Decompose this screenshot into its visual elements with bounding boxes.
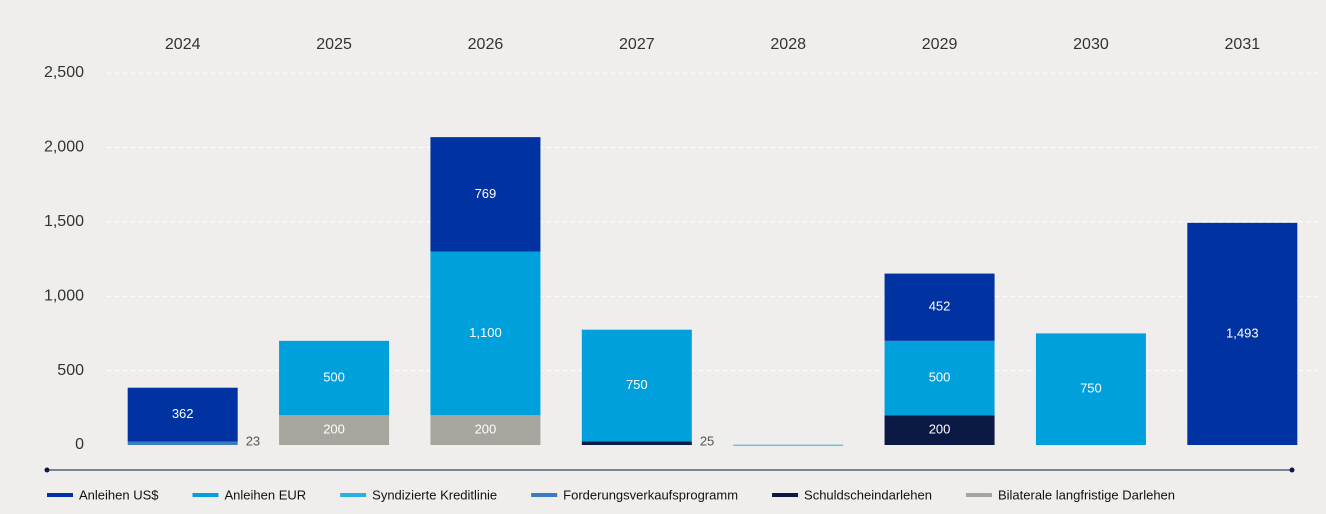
x-tick-label: 2031 <box>1225 36 1261 53</box>
bar-segment <box>127 441 238 445</box>
bar-segment <box>581 329 692 442</box>
bar-segment <box>1035 333 1146 445</box>
legend-label: Syndizierte Kreditlinie <box>372 487 497 502</box>
legend-label: Anleihen US$ <box>79 487 159 502</box>
bar-segment <box>884 273 995 341</box>
legend-swatch <box>340 493 367 497</box>
value-label: 200 <box>323 422 345 437</box>
value-label: 500 <box>323 369 345 384</box>
y-tick-label: 1,000 <box>44 287 84 304</box>
value-label: 769 <box>475 186 497 201</box>
legend-swatch <box>531 493 558 497</box>
value-label: 750 <box>1080 381 1102 396</box>
y-tick-label: 2,500 <box>44 64 84 81</box>
x-tick-label: 2030 <box>1073 36 1109 53</box>
x-tick-label: 2025 <box>316 36 352 53</box>
bar-segment <box>1187 222 1298 445</box>
value-label: 1,100 <box>469 325 502 340</box>
value-label: 362 <box>172 406 194 421</box>
y-tick-label: 1,500 <box>44 213 84 230</box>
bar-segment <box>127 387 238 442</box>
value-label: 200 <box>475 422 497 437</box>
value-label: 1,493 <box>1226 325 1259 340</box>
bar-segment <box>430 415 541 445</box>
y-tick-label: 500 <box>57 362 84 379</box>
x-tick-label: 2026 <box>468 36 504 53</box>
legend-swatch <box>772 493 799 497</box>
legend-swatch <box>965 493 992 497</box>
legend-swatch <box>192 493 219 497</box>
x-tick-label: 2028 <box>770 36 806 53</box>
legend-swatch <box>47 493 73 497</box>
legend-label: Schuldscheindarlehen <box>804 487 932 502</box>
value-label: 23 <box>246 433 260 448</box>
bar-segment <box>430 137 541 252</box>
bar-segment <box>581 441 692 445</box>
value-label: 750 <box>626 377 648 392</box>
axis-dot <box>1289 467 1295 473</box>
legend-label: Bilaterale langfristige Darlehen <box>998 487 1175 502</box>
y-tick-label: 2,000 <box>44 139 84 156</box>
axis-dot <box>44 467 50 473</box>
x-tick-label: 2029 <box>922 36 958 53</box>
value-label: 452 <box>929 299 951 314</box>
bar-segment <box>884 340 995 416</box>
bar-segment <box>279 415 390 445</box>
bar-segment <box>884 415 995 445</box>
value-label: 25 <box>700 433 714 448</box>
value-label: 500 <box>929 369 951 384</box>
legend-label: Anleihen EUR <box>225 487 307 502</box>
value-label: 200 <box>929 422 951 437</box>
bar-segment <box>279 340 390 416</box>
bar-segment <box>733 444 844 446</box>
x-tick-label: 2024 <box>165 36 201 53</box>
y-tick-label: 0 <box>75 436 84 453</box>
x-tick-label: 2027 <box>619 36 655 53</box>
legend-label: Forderungsverkaufsprogramm <box>563 487 738 502</box>
bar-segment <box>430 251 541 416</box>
